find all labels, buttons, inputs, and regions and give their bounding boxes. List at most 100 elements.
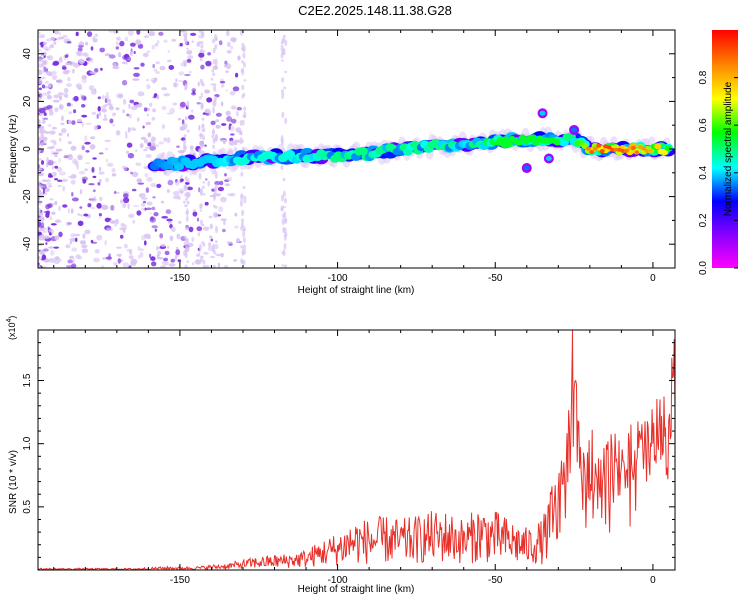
noise-speck: [241, 251, 245, 256]
noise-speck: [76, 50, 81, 56]
noise-speck: [75, 254, 81, 260]
noise-speck: [91, 166, 95, 173]
noise-speck: [175, 78, 178, 82]
ridge-mark: [515, 139, 523, 146]
noise-speck: [70, 208, 74, 214]
noise-speck: [167, 245, 170, 249]
noise-speck: [116, 36, 121, 41]
noise-speck: [94, 249, 100, 254]
noise-speck: [282, 34, 286, 38]
noise-speck: [144, 172, 149, 178]
noise-speck: [151, 206, 156, 211]
noise-speck: [230, 118, 237, 124]
noise-speck: [50, 36, 56, 41]
noise-speck: [218, 40, 223, 46]
noise-speck: [131, 171, 139, 178]
snr-x-axis-label: Height of straight line (km): [298, 584, 415, 595]
noise-speck: [99, 166, 102, 172]
noise-speck: [179, 42, 183, 47]
noise-speck: [90, 207, 96, 210]
noise-speck: [225, 89, 228, 92]
noise-speck: [73, 95, 79, 102]
ridge-mark: [661, 149, 669, 156]
noise-speck: [166, 112, 173, 115]
colorbar-tick-label: 0.0: [698, 261, 709, 275]
noise-speck: [58, 171, 66, 176]
ridge-mark: [589, 150, 595, 154]
ridge-mark: [592, 146, 598, 151]
ridge-mark: [599, 149, 605, 153]
colorbar-tick-label: 0.2: [698, 213, 709, 227]
noise-speck: [197, 81, 200, 87]
noise-speck: [166, 137, 171, 144]
spectrogram-y-ticks: -40 -20 0 20 40: [22, 29, 675, 269]
noise-speck: [71, 192, 74, 197]
noise-speck: [198, 124, 201, 131]
noise-speck: [205, 178, 208, 181]
noise-speck: [186, 100, 190, 108]
noise-speck: [281, 91, 285, 100]
noise-speck: [281, 264, 285, 267]
noise-speck: [239, 120, 243, 126]
noise-speck: [56, 79, 63, 84]
noise-speck: [237, 55, 241, 61]
noise-speck: [226, 176, 233, 182]
noise-speck: [172, 82, 179, 88]
noise-speck: [107, 98, 112, 104]
noise-speck: [229, 90, 236, 96]
noise-speck: [88, 183, 95, 186]
noise-speck: [140, 203, 146, 207]
noise-speck: [134, 104, 142, 108]
noise-speck: [81, 78, 87, 84]
noise-speck: [61, 115, 64, 122]
noise-speck: [125, 61, 128, 65]
noise-speck: [240, 30, 243, 37]
noise-speck: [130, 42, 136, 47]
noise-speck: [282, 190, 286, 198]
noise-speck: [46, 94, 52, 100]
noise-speck: [54, 256, 60, 261]
noise-speck: [191, 88, 197, 93]
noise-speck: [66, 102, 71, 107]
noise-speck: [70, 179, 76, 185]
noise-speck: [161, 105, 167, 111]
noise-speck: [58, 57, 63, 63]
noise-speck: [87, 31, 93, 37]
noise-speck: [212, 47, 216, 54]
noise-speck: [202, 181, 206, 184]
noise-speck: [135, 149, 138, 153]
noise-speck: [81, 248, 89, 254]
noise-speck: [63, 87, 69, 94]
noise-speck: [201, 223, 205, 227]
noise-speck: [120, 199, 123, 204]
noise-speck: [54, 178, 59, 181]
noise-speck: [40, 141, 45, 146]
noise-speck: [92, 189, 96, 193]
noise-speck: [114, 190, 117, 194]
noise-speck: [53, 94, 61, 99]
noise-speck: [38, 202, 42, 206]
noise-speck: [202, 112, 206, 115]
noise-speck: [105, 158, 109, 163]
noise-speck: [160, 243, 166, 247]
noise-speck: [97, 106, 101, 112]
noise-speck: [200, 44, 204, 49]
noise-speck: [123, 165, 127, 172]
noise-speck: [135, 39, 142, 46]
colorbar-label: Normalized spectral amplitude: [723, 81, 734, 216]
noise-speck: [172, 195, 180, 200]
noise-speck: [158, 141, 164, 145]
noise-speck: [220, 101, 224, 107]
noise-speck: [196, 102, 201, 105]
noise-speck: [242, 237, 246, 243]
noise-speck: [199, 78, 203, 83]
noise-speck: [215, 124, 221, 129]
noise-speck: [70, 233, 76, 238]
noise-speck: [46, 157, 49, 163]
noise-speck: [67, 77, 71, 82]
noise-speck: [280, 164, 284, 171]
noise-speck: [70, 175, 73, 179]
noise-speck: [280, 138, 284, 146]
ridge-mark: [505, 140, 512, 147]
